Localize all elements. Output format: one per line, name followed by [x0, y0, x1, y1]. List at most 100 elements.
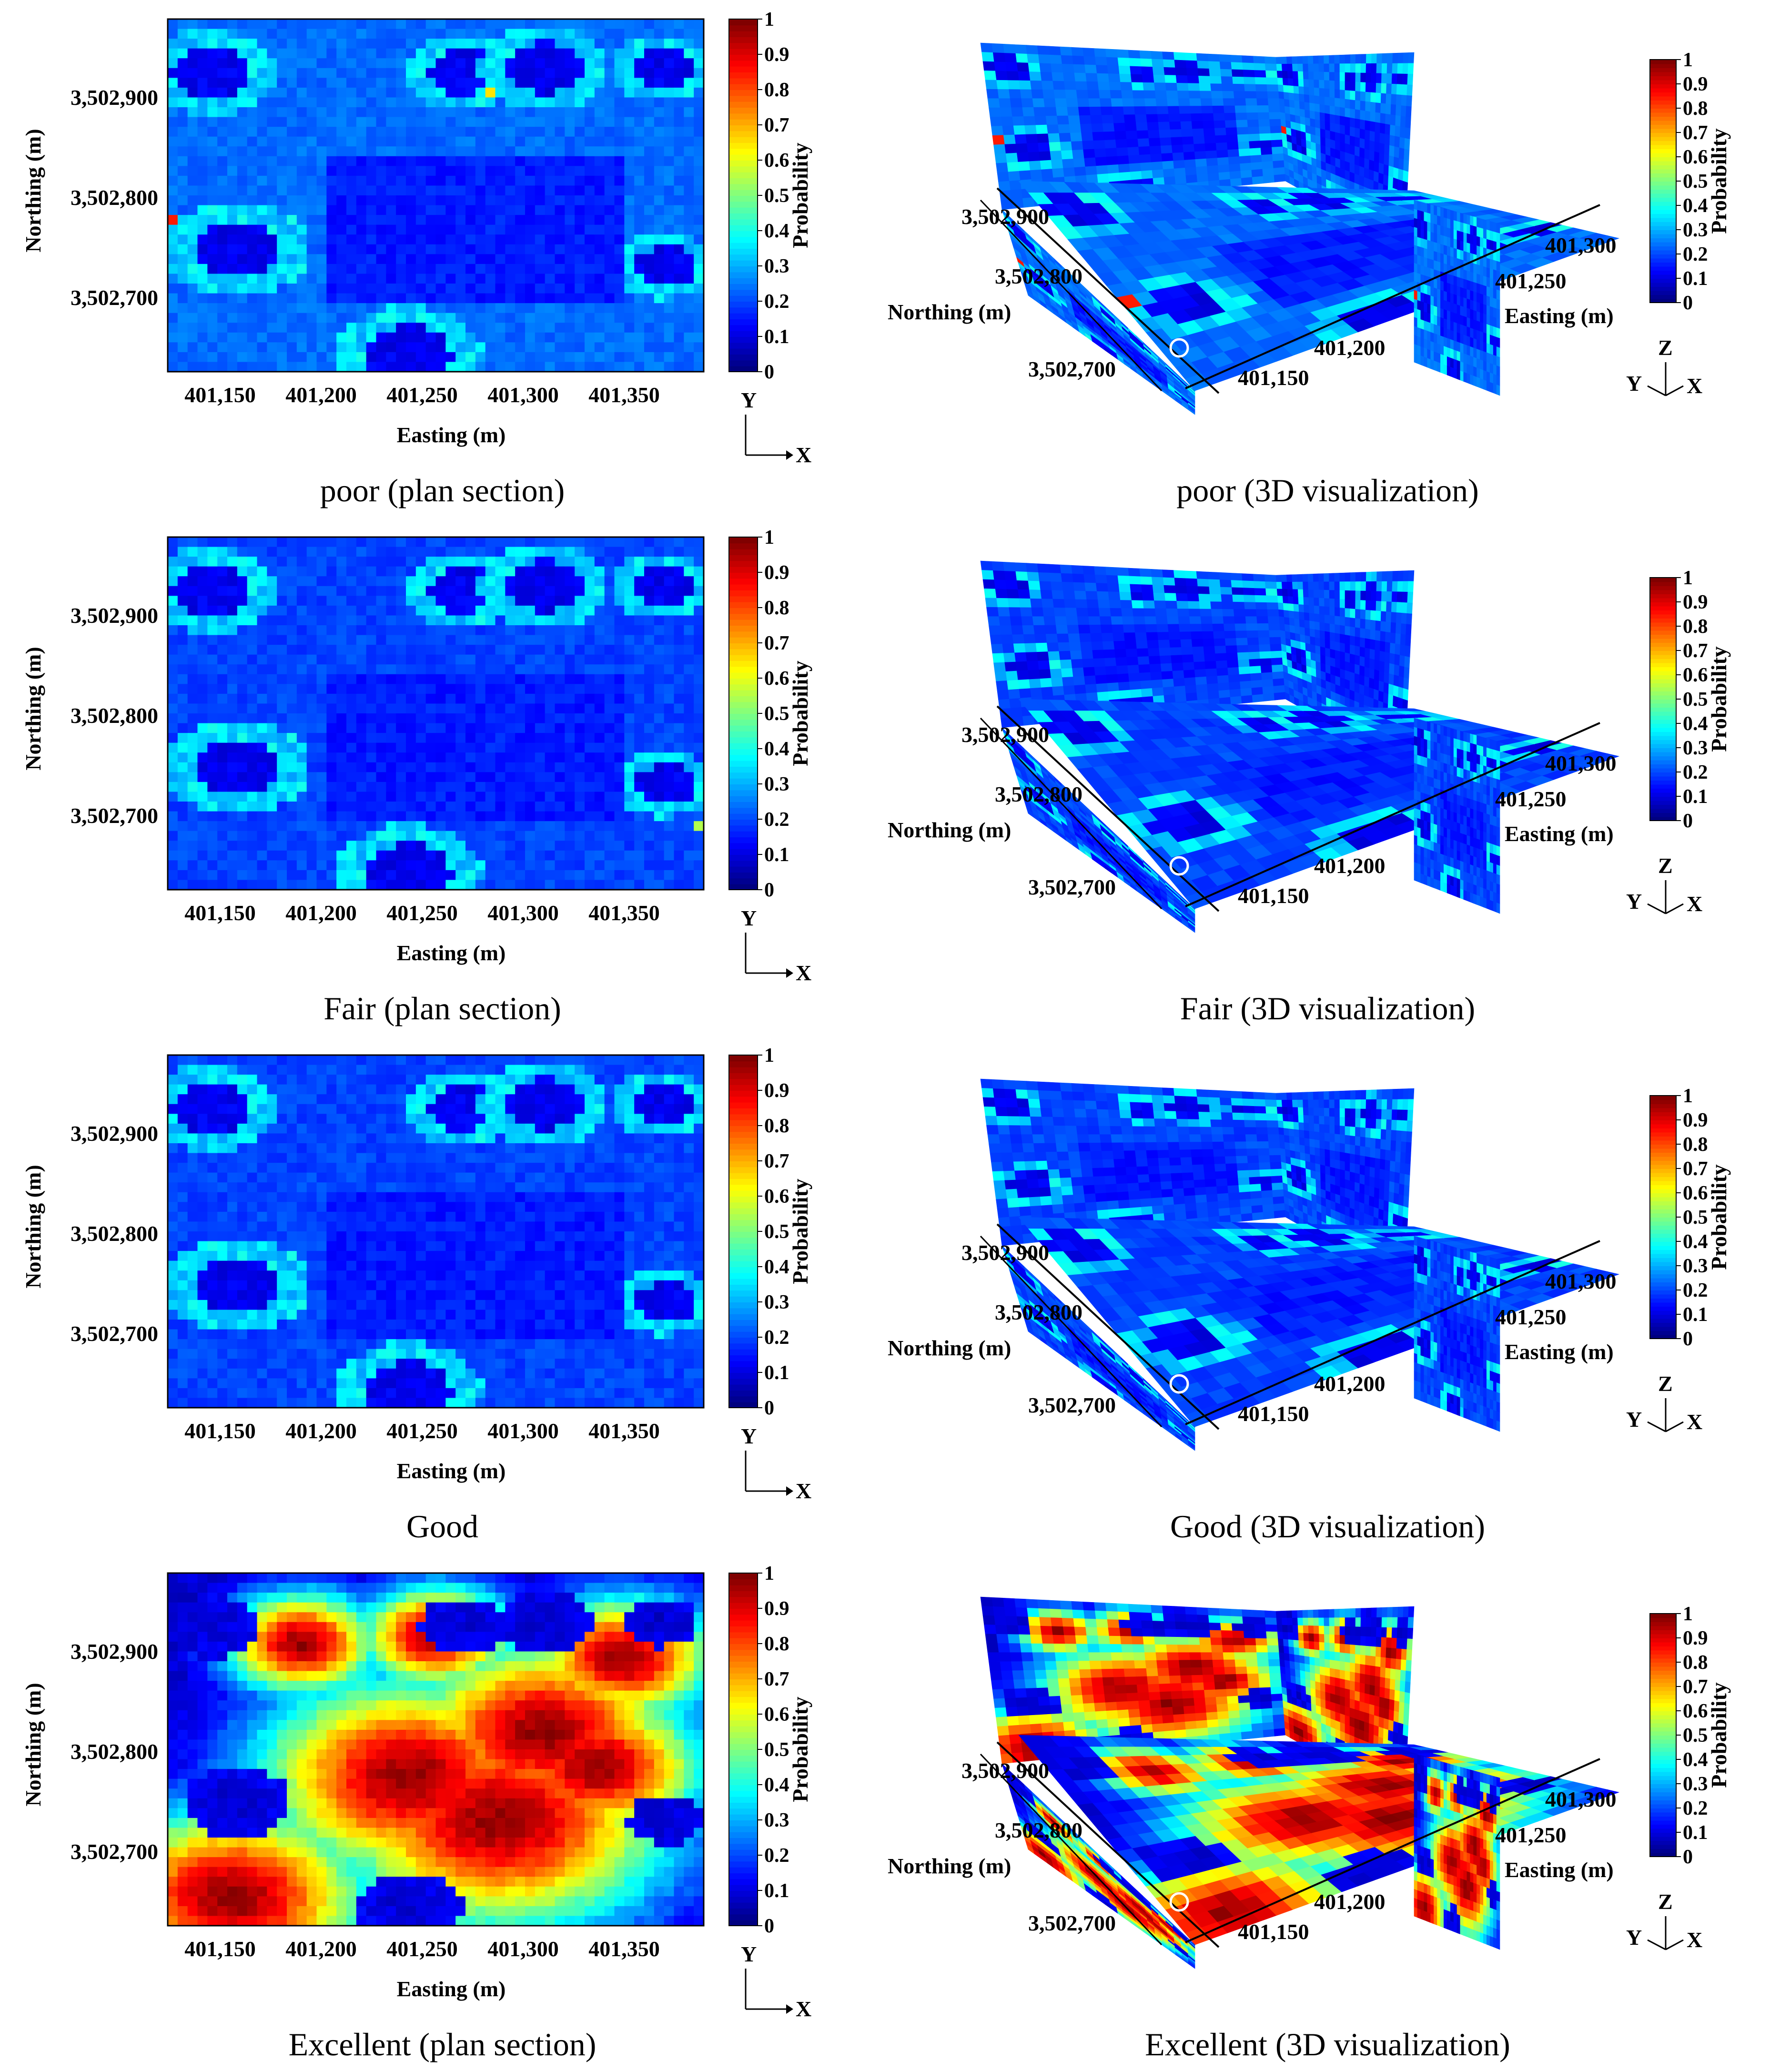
- heatmap-cell: [177, 19, 188, 30]
- slice-cell: [1427, 222, 1431, 233]
- heatmap-cell: [495, 29, 506, 39]
- slice-cell: [1440, 207, 1444, 218]
- heatmap-cell: [177, 880, 188, 890]
- heatmap-cell: [177, 576, 188, 587]
- heatmap-cell: [168, 625, 178, 636]
- heatmap-cell: [654, 29, 665, 39]
- slice-cell: [1324, 88, 1330, 98]
- heatmap-cell: [207, 880, 218, 890]
- heatmap-cell: [287, 117, 297, 127]
- heatmap-cell: [316, 332, 327, 343]
- heatmap-cell: [227, 664, 238, 675]
- slice-cell: [1355, 54, 1361, 64]
- heatmap-cell: [267, 723, 277, 733]
- heatmap-cell: [187, 782, 198, 792]
- heatmap-cell: [217, 693, 228, 704]
- heatmap-cell: [406, 352, 416, 363]
- heatmap-cell: [267, 850, 277, 861]
- slice-cell: [1014, 44, 1028, 54]
- slice-cell: [1098, 90, 1112, 99]
- heatmap-cell: [287, 29, 297, 39]
- heatmap-cell: [594, 205, 605, 215]
- slice-cell: [1231, 69, 1244, 77]
- heatmap-cell: [287, 274, 297, 284]
- heatmap-cell: [485, 29, 496, 39]
- heatmap-cell: [604, 293, 615, 304]
- heatmap-cell: [168, 274, 178, 284]
- heatmap-cell: [257, 733, 267, 743]
- slice-cell: [1131, 82, 1144, 91]
- heatmap-cell: [435, 185, 446, 196]
- heatmap-cell: [227, 821, 238, 832]
- heatmap-cell: [257, 68, 267, 78]
- caption: poor (3D visualization): [1176, 472, 1479, 508]
- heatmap-cell: [306, 87, 317, 98]
- colorbar-swatch: [729, 172, 758, 178]
- heatmap-cell: [247, 68, 258, 78]
- heatmap-cell: [187, 703, 198, 714]
- heatmap-cell: [376, 29, 386, 39]
- heatmap-cell: [177, 762, 188, 772]
- heatmap-cell: [257, 313, 267, 323]
- heatmap-cell: [296, 224, 307, 235]
- slice-cell: [1460, 250, 1464, 261]
- heatmap-cell: [237, 645, 248, 655]
- slice-cell: [1134, 106, 1147, 115]
- colorbar-swatch: [729, 289, 758, 296]
- slice-cell: [1483, 257, 1487, 268]
- heatmap-cell: [485, 19, 496, 30]
- heatmap-cell: [445, 39, 456, 49]
- slice-cell: [1119, 73, 1132, 83]
- slice-cell: [1226, 134, 1238, 143]
- heatmap-cell: [326, 323, 337, 333]
- heatmap-cell: [545, 244, 556, 254]
- heatmap-cell: [495, 127, 506, 137]
- slice-cell: [1590, 235, 1620, 244]
- heatmap-cell: [306, 254, 317, 264]
- heatmap-cell: [495, 234, 506, 245]
- slice-cell: [1247, 126, 1260, 135]
- heatmap-cell: [177, 586, 188, 596]
- slice-cell: [1283, 92, 1290, 101]
- heatmap-cell: [495, 117, 506, 127]
- colorbar-swatch: [1650, 173, 1676, 178]
- heatmap-cell: [217, 625, 228, 636]
- heatmap-cell: [376, 127, 386, 137]
- heatmap-cell: [326, 234, 337, 245]
- heatmap-cell: [594, 136, 605, 147]
- heatmap-cell: [267, 48, 277, 59]
- heatmap-cell: [575, 244, 585, 254]
- colorbar-swatch: [729, 236, 758, 243]
- heatmap-cell: [445, 166, 456, 176]
- slice-cell: [1340, 116, 1345, 126]
- heatmap-cell: [227, 313, 238, 323]
- slice-cell: [1299, 93, 1305, 102]
- heatmap-cell: [227, 625, 238, 636]
- heatmap-cell: [277, 185, 287, 196]
- slice-cell: [1493, 374, 1497, 385]
- heatmap-cell: [187, 175, 198, 186]
- heatmap-cell: [168, 684, 178, 694]
- heatmap-cell: [505, 146, 516, 157]
- heatmap-cell: [287, 313, 297, 323]
- heatmap-cell: [495, 48, 506, 59]
- slice-cell: [1032, 98, 1045, 108]
- slice-cell: [1365, 130, 1370, 141]
- slice-cell: [1496, 299, 1500, 310]
- slice-cell: [1463, 335, 1467, 346]
- heatmap-cell: [376, 264, 386, 274]
- heatmap-cell: [287, 870, 297, 881]
- slice-cell: [1095, 56, 1108, 66]
- heatmap-cell: [287, 547, 297, 557]
- heatmap-cell: [406, 254, 416, 264]
- slice-cell: [1269, 119, 1282, 127]
- heatmap-cell: [168, 693, 178, 704]
- heatmap-cell: [168, 713, 178, 724]
- heatmap-cell: [306, 19, 317, 30]
- slice-cell: [1073, 158, 1086, 168]
- heatmap-cell: [684, 215, 694, 225]
- slice-cell: [1480, 378, 1484, 389]
- heatmap-cell: [475, 323, 486, 333]
- heatmap-cell: [585, 185, 595, 196]
- slice-cell: [1026, 45, 1039, 55]
